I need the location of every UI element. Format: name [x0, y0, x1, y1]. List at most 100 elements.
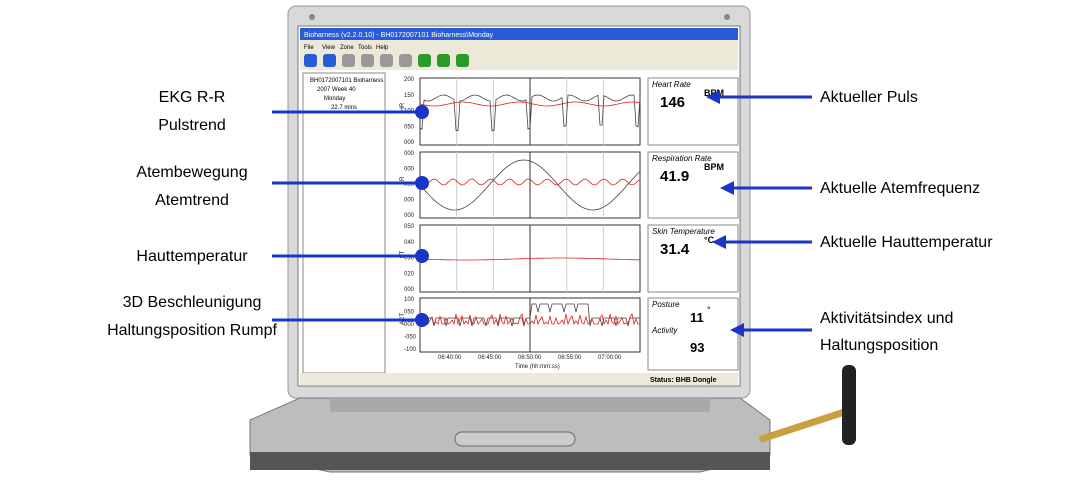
menu-item: File — [304, 45, 314, 51]
y-tick-label: 000 — [404, 213, 415, 219]
x-tick-label: 06:40:00 — [438, 355, 462, 361]
readout-value: 93 — [690, 340, 704, 355]
callout-label: Atemtrend — [155, 192, 229, 209]
y-tick-label: 200 — [404, 77, 415, 83]
y-tick-label: 000 — [404, 151, 415, 157]
y-tick-label: -050 — [404, 335, 417, 341]
toolbar-icon — [361, 54, 374, 67]
menu-item: Help — [376, 45, 389, 51]
arrow-head — [712, 235, 726, 249]
title-bar — [300, 28, 738, 40]
y-tick-label: 040 — [404, 240, 415, 246]
callout-label: Haltungsposition Rumpf — [107, 322, 277, 339]
x-tick-label: 06:45:00 — [478, 355, 502, 361]
readout-name: Respiration Rate — [652, 154, 712, 163]
toolbar-icon — [437, 54, 450, 67]
arrow-head — [720, 181, 734, 195]
y-axis-label: ST — [400, 250, 406, 258]
y-tick-label: 050 — [404, 224, 415, 230]
tree-item: 2007 Week 40 — [317, 87, 356, 93]
screw — [724, 14, 730, 20]
readout-value: 11 — [690, 310, 704, 325]
trace — [419, 94, 641, 132]
y-tick-label: 000 — [404, 322, 415, 328]
y-tick-label: 000 — [404, 167, 415, 173]
y-axis-label: HR — [400, 102, 406, 111]
tree-item: Monday — [324, 96, 345, 102]
y-tick-label: 000 — [404, 140, 415, 146]
hinge — [330, 398, 710, 412]
callout-dot — [415, 249, 429, 263]
toolbar-icon — [399, 54, 412, 67]
callout-label: EKG R-R — [159, 89, 226, 106]
callout-label: Haltungsposition — [820, 337, 938, 354]
media-buttons — [454, 431, 576, 447]
callout-label: Hauttemperatur — [136, 248, 248, 265]
menu-item: Tools — [358, 45, 372, 51]
laptop-front — [250, 452, 770, 470]
toolbar-icon — [456, 54, 469, 67]
antenna — [842, 365, 856, 445]
callout-label: Aktuelle Atemfrequenz — [820, 180, 980, 197]
readout-panel — [647, 77, 739, 146]
callout-label: 3D Beschleunigung — [123, 294, 262, 311]
callout-dot — [415, 176, 429, 190]
toolbar-icon — [323, 54, 336, 67]
callout-label: Aktuelle Hauttemperatur — [820, 234, 993, 251]
menu-item: Zone — [340, 45, 354, 51]
readout-value: 41.9 — [660, 168, 689, 185]
y-tick-label: 000 — [404, 198, 415, 204]
status: Status: BHB Dongle — [650, 377, 717, 384]
y-tick-label: 150 — [404, 93, 415, 99]
y-tick-label: -100 — [404, 347, 417, 353]
readout-panel — [647, 151, 739, 219]
readout-name: Posture — [652, 300, 680, 309]
window-title: Bioharness (v2.2.0.10) - BH0172007101 Bi… — [304, 32, 494, 39]
readout-name: Heart Rate — [652, 80, 691, 89]
toolbar-icon — [380, 54, 393, 67]
arrow-head — [730, 323, 744, 337]
readout-unit: ° — [707, 305, 711, 315]
x-tick-label: 06:55:00 — [558, 355, 582, 361]
tree-pane — [302, 72, 386, 374]
trace — [419, 312, 640, 326]
y-tick-label: 000 — [404, 182, 415, 188]
dongle — [758, 408, 847, 443]
readout-panel — [647, 224, 739, 293]
readout-panel — [647, 297, 739, 371]
callout-label: Atembewegung — [136, 164, 247, 181]
readout-name: Activity — [651, 326, 678, 335]
toolbar-icon — [418, 54, 431, 67]
y-tick-label: 050 — [404, 310, 415, 316]
callout-label: Aktueller Puls — [820, 89, 918, 106]
y-tick-label: 050 — [404, 124, 415, 130]
menu-item: View — [322, 45, 336, 51]
readout-name: Skin Temperature — [652, 227, 715, 236]
tree-item: 22.7 mins — [331, 105, 357, 111]
trace — [419, 257, 641, 261]
readout-value: 146 — [660, 94, 685, 111]
callout-label: Pulstrend — [158, 117, 226, 134]
tree-item: BH0172007101 Bioharness — [310, 78, 383, 84]
callout-dot — [415, 105, 429, 119]
y-tick-label: 000 — [404, 287, 415, 293]
x-tick-label: 06:50:00 — [518, 355, 542, 361]
readout-value: 31.4 — [660, 241, 690, 258]
trace — [419, 159, 641, 211]
readout-unit: °C — [704, 235, 715, 245]
callout-label: Aktivitätsindex und — [820, 310, 953, 327]
x-tick-label: 07:00:00 — [598, 355, 622, 361]
y-axis-label: BR — [400, 176, 406, 185]
toolbar-icon — [342, 54, 355, 67]
y-tick-label: 100 — [404, 297, 415, 303]
screw — [309, 14, 315, 20]
status-bar — [300, 373, 738, 385]
x-axis-label: Time (hh:mm:ss) — [515, 364, 560, 370]
toolbar-icon — [304, 54, 317, 67]
readout-unit: BPM — [704, 162, 724, 172]
y-tick-label: 020 — [404, 271, 415, 277]
y-tick-label: 030 — [404, 256, 415, 262]
trace — [419, 101, 641, 107]
callout-dot — [415, 313, 429, 327]
